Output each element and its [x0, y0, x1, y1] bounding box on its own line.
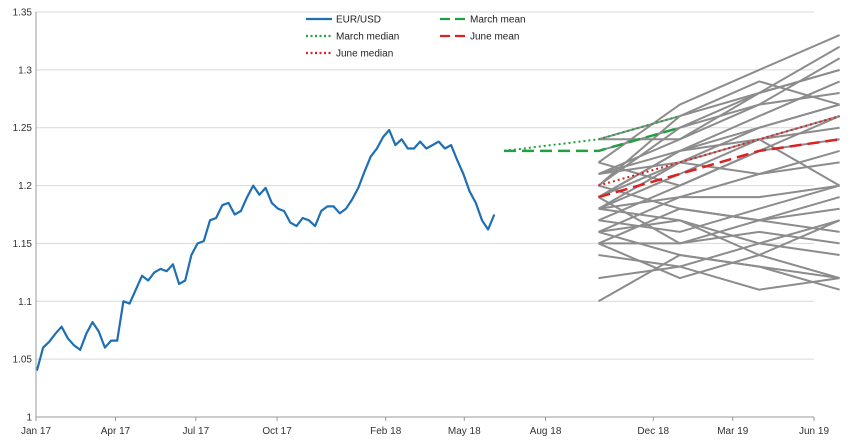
- y-tick-label: 1.25: [13, 123, 33, 134]
- forecast-path: [598, 161, 840, 199]
- series-lines: [35, 115, 840, 371]
- forecast-paths: [597, 34, 841, 303]
- legend-label: EUR/USD: [336, 15, 381, 26]
- y-tick-label: 1.35: [13, 8, 33, 19]
- x-tick-label: Jan 17: [21, 426, 51, 437]
- x-tick-label: Oct 17: [262, 426, 292, 437]
- forecast-path: [598, 126, 840, 175]
- legend-label: June median: [336, 49, 393, 60]
- x-tick-label: Dec 18: [637, 426, 669, 437]
- forecast-path: [598, 196, 840, 245]
- y-tick-label: 1.3: [18, 65, 32, 76]
- forecast-path: [598, 242, 840, 268]
- x-tick-label: Mar 19: [717, 426, 749, 437]
- series-line-june-mean: [598, 138, 840, 199]
- series-line-march-median: [503, 115, 681, 152]
- y-tick-label: 1: [26, 413, 32, 424]
- forecast-path: [597, 80, 840, 187]
- x-tick-label: Aug 18: [530, 426, 562, 437]
- forecast-path: [598, 242, 840, 280]
- series-line-june-median: [598, 115, 840, 187]
- forecast-path: [597, 34, 840, 164]
- y-tick-label: 1.1: [18, 297, 32, 308]
- x-tick-label: Apr 17: [101, 426, 131, 437]
- forecast-path: [598, 184, 840, 210]
- legend-label: June mean: [470, 32, 519, 43]
- legend-label: March mean: [470, 15, 526, 26]
- y-tick-label: 1.2: [18, 181, 32, 192]
- x-tick-label: Feb 18: [370, 426, 402, 437]
- x-tick-label: Jul 17: [182, 426, 209, 437]
- forecast-path: [598, 207, 840, 257]
- legend: EUR/USD March mean March median June mean Ju…: [306, 15, 526, 60]
- forecast-path: [598, 103, 840, 198]
- x-tick-label: May 18: [448, 426, 481, 437]
- forecast-path: [598, 253, 840, 303]
- y-tick-label: 1.05: [13, 355, 33, 366]
- legend-label: March median: [336, 32, 399, 43]
- forecast-path: [598, 184, 840, 222]
- forecast-path: [598, 115, 840, 210]
- forecast-path: [598, 265, 840, 291]
- series-line-eur-usd: [35, 128, 496, 371]
- y-tick-label: 1.15: [13, 239, 33, 250]
- axes: 1 1.05 1.1 1.15 1.2 1.25 1.3 1.35 Jan 17 Apr 17 Ju…: [13, 8, 830, 438]
- gridlines: [36, 11, 814, 360]
- series-line-march-mean: [504, 126, 681, 153]
- x-tick-label: Jun 19: [799, 426, 829, 437]
